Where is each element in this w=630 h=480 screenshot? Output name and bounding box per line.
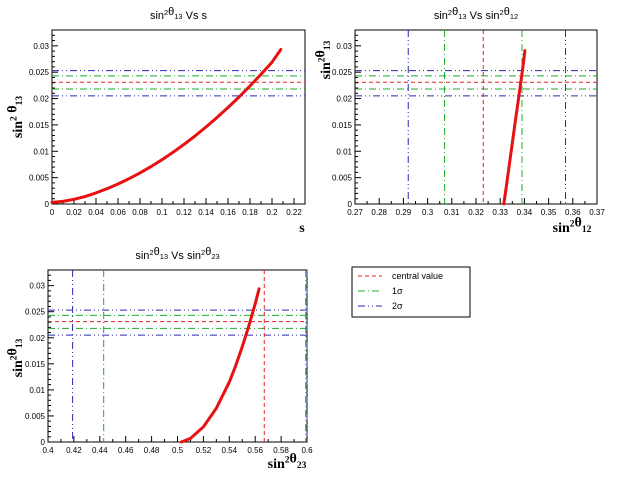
y-tick-label: 0.025	[332, 68, 353, 77]
x-tick-label: 0.37	[589, 208, 605, 217]
x-tick-label: 0.5	[172, 446, 184, 455]
x-tick-label: 0.48	[144, 446, 160, 455]
x-tick-label: 0.12	[176, 208, 192, 217]
x-axis-label: sin2θ12	[553, 216, 592, 236]
x-tick-label: 0.4	[42, 446, 54, 455]
y-tick-label: 0.02	[29, 334, 45, 343]
x-tick-label: 0.52	[196, 446, 212, 455]
plot-panel-3: 0.4 0.42 0.44 0.46 0.48 0.5 0.52 0.54 0.56 0.58 0.…	[6, 246, 313, 472]
plot-title: sin2θ13 Vs sin2θ12	[434, 6, 518, 22]
y-axis-label: sin2θ13	[314, 40, 334, 79]
data-curve	[50, 48, 283, 204]
x-tick-label: 0.29	[396, 208, 412, 217]
y-tick-label: 0	[348, 200, 353, 209]
y-tick-label: 0.02	[336, 95, 352, 104]
y-axis-label: sin2θ13	[6, 338, 26, 377]
x-tick-label: 0.04	[88, 208, 104, 217]
x-tick-label: 0.35	[541, 208, 557, 217]
x-tick-label: 0.02	[66, 208, 82, 217]
y-tick-label: 0.01	[33, 147, 49, 156]
x-tick-label: 0.18	[242, 208, 258, 217]
y-tick-label: 0.01	[336, 147, 352, 156]
plot-frame	[354, 29, 598, 205]
x-tick-label: 0.14	[198, 208, 214, 217]
x-tick-label: 0.28	[371, 208, 387, 217]
x-tick-label: 0.54	[222, 446, 238, 455]
x-tick-label: 0.46	[118, 446, 134, 455]
y-tick-label: 0.005	[25, 412, 46, 421]
y-tick-label: 0.015	[25, 360, 46, 369]
legend-label-2sigma: 2σ	[392, 301, 403, 311]
y-tick-label: 0.01	[29, 386, 45, 395]
x-tick-label: 0.16	[220, 208, 236, 217]
x-axis-label: sin2θ23	[268, 452, 307, 472]
y-tick-label: 0	[41, 438, 46, 447]
data-curve	[179, 287, 261, 444]
x-tick-label: 0.33	[492, 208, 508, 217]
x-tick-label: 0.31	[444, 208, 460, 217]
x-tick-label: 0.22	[286, 208, 302, 217]
x-tick-label: 0.27	[347, 208, 363, 217]
x-tick-label: 0.56	[247, 446, 263, 455]
plot-panel-2: 0.27 0.28 0.29 0.3 0.31 0.32 0.33 0.34 0.35 0.36 0…	[314, 6, 606, 236]
x-tick-label: 0.2	[266, 208, 278, 217]
y-tick-label: 0	[45, 200, 50, 209]
x-tick-label: 0.6	[301, 446, 313, 455]
plot-frame	[47, 269, 308, 443]
x-tick-label: 0.44	[92, 446, 108, 455]
data-curve	[502, 49, 527, 206]
legend-box: central value 1σ 2σ	[351, 266, 471, 318]
y-tick-label: 0.015	[29, 121, 50, 130]
y-tick-label: 0.025	[25, 308, 46, 317]
legend-label-central: central value	[392, 271, 443, 281]
plot-panel-1: 0 0.02 0.04 0.06 0.08 0.1 0.12 0.14 0.16 0.18 0.2 0…	[6, 6, 306, 236]
y-tick-label: 0.03	[33, 42, 49, 51]
x-axis-label: s	[299, 221, 305, 236]
plot-title: sin2θ13 Vs sin2θ23	[135, 246, 219, 262]
x-tick-label: 0.08	[132, 208, 148, 217]
legend-label-1sigma: 1σ	[392, 286, 403, 296]
legend-frame	[351, 266, 471, 318]
y-tick-label: 0.025	[29, 68, 50, 77]
x-tick-label: 0.36	[565, 208, 581, 217]
x-tick-label: 0.06	[110, 208, 126, 217]
plot-title: sin2θ13 Vs s	[150, 6, 208, 22]
y-tick-label: 0.005	[332, 174, 353, 183]
x-tick-label: 0	[50, 208, 55, 217]
x-tick-label: 0.34	[517, 208, 533, 217]
x-tick-label: 0.58	[273, 446, 289, 455]
y-tick-label: 0.03	[29, 282, 45, 291]
y-tick-label: 0.03	[336, 42, 352, 51]
x-tick-label: 0.32	[468, 208, 484, 217]
x-tick-label: 0.42	[66, 446, 82, 455]
y-axis-label: sin2 θ13	[6, 96, 26, 138]
y-tick-label: 0.015	[332, 121, 353, 130]
x-tick-label: 0.1	[156, 208, 168, 217]
x-tick-label: 0.3	[422, 208, 434, 217]
y-tick-label: 0.005	[29, 174, 50, 183]
y-tick-label: 0.02	[33, 95, 49, 104]
plot-frame	[51, 29, 306, 205]
